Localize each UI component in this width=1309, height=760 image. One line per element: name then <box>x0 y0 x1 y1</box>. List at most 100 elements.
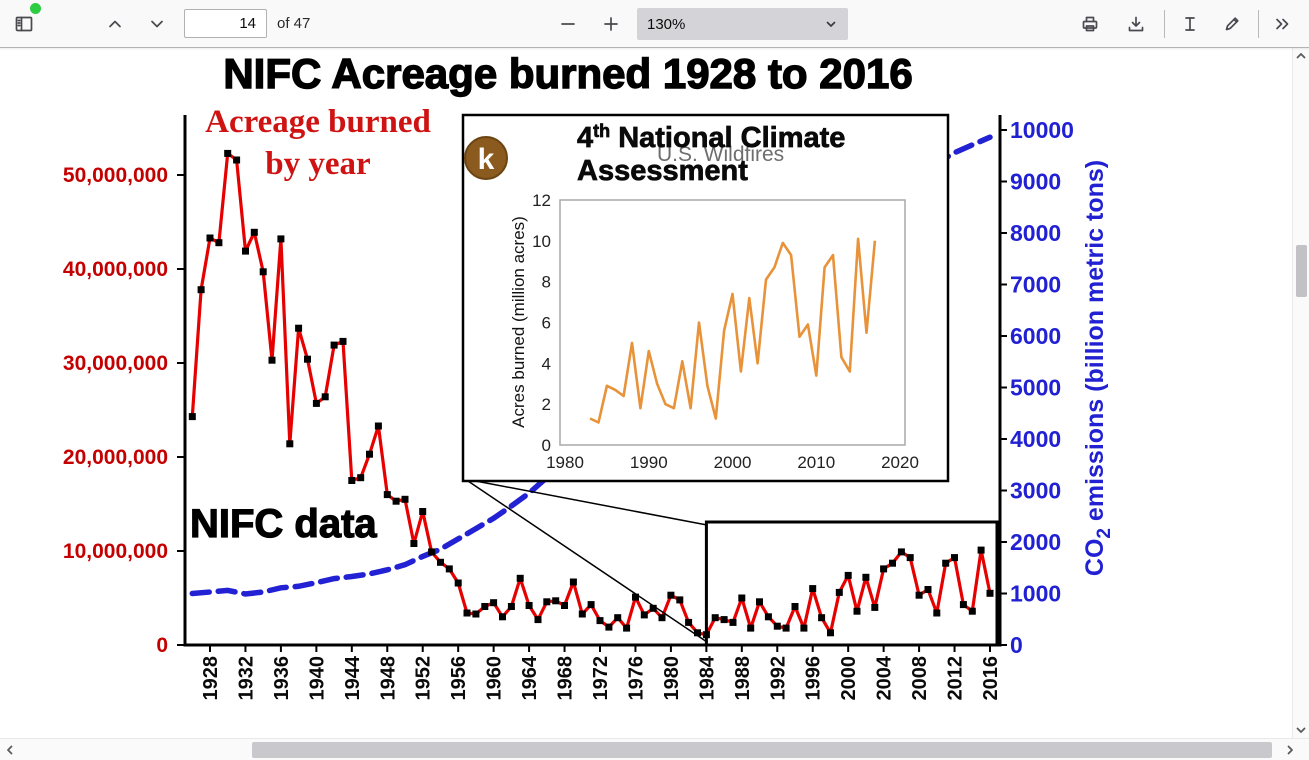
svg-text:CO2 emissions (billion metric: CO2 emissions (billion metric tons) <box>1081 160 1115 576</box>
svg-text:1976: 1976 <box>626 656 648 701</box>
svg-text:1980: 1980 <box>546 453 584 472</box>
svg-text:1932: 1932 <box>236 656 258 701</box>
svg-text:1968: 1968 <box>555 656 577 701</box>
svg-text:20,000,000: 20,000,000 <box>63 446 168 469</box>
double-chevron-right-icon <box>1276 18 1289 30</box>
axes: 50,000,000 40,000,000 30,000,000 20,000,000… <box>63 115 1115 701</box>
svg-text:1944: 1944 <box>342 655 364 700</box>
zoom-caret-icon <box>826 21 836 27</box>
svg-text:1952: 1952 <box>413 656 435 701</box>
svg-text:2012: 2012 <box>945 656 967 701</box>
svg-text:2: 2 <box>542 395 551 414</box>
svg-text:1956: 1956 <box>448 656 470 701</box>
toolbar-divider <box>1258 10 1259 38</box>
annotations: Acreage burned by year NIFC data <box>189 104 431 547</box>
svg-text:1992: 1992 <box>767 656 789 701</box>
svg-text:5000: 5000 <box>1010 375 1061 401</box>
svg-text:2000: 2000 <box>838 656 860 701</box>
next-page-button[interactable] <box>141 8 173 40</box>
svg-text:Acres burned (million acres): Acres burned (million acres) <box>509 216 528 428</box>
svg-text:10000: 10000 <box>1010 117 1074 143</box>
svg-text:2016: 2016 <box>980 656 1002 701</box>
scroll-right-arrow[interactable] <box>1284 744 1296 756</box>
svg-text:50,000,000: 50,000,000 <box>63 164 168 187</box>
page-count-label: of 47 <box>277 15 311 32</box>
chart-title: NIFC Acreage burned 1928 to 2016 <box>223 49 914 97</box>
scroll-down-arrow[interactable] <box>1295 724 1307 736</box>
callout-lines <box>464 478 708 643</box>
badge-k-icon <box>464 136 508 180</box>
svg-text:7000: 7000 <box>1010 272 1061 298</box>
svg-text:NIFC data: NIFC data <box>190 502 377 546</box>
svg-text:1936: 1936 <box>271 656 293 701</box>
svg-text:3000: 3000 <box>1010 478 1061 504</box>
vertical-scrollbar-thumb[interactable] <box>1296 245 1307 297</box>
svg-text:2008: 2008 <box>909 656 931 701</box>
pen-icon <box>1225 17 1239 31</box>
sidebar-toggle-icon <box>15 16 33 32</box>
svg-text:1984: 1984 <box>696 655 718 700</box>
chevron-up-icon <box>109 20 121 28</box>
plus-icon <box>604 17 618 31</box>
svg-text:12: 12 <box>532 191 551 210</box>
zoom-out-button[interactable] <box>552 8 584 40</box>
document-page: 50,000,000 40,000,000 30,000,000 20,000,000… <box>0 48 1292 738</box>
sidebar-toggle-button[interactable] <box>8 8 40 40</box>
svg-text:1928: 1928 <box>200 656 222 701</box>
svg-text:1988: 1988 <box>732 656 754 701</box>
svg-text:1980: 1980 <box>661 656 683 701</box>
svg-text:10,000,000: 10,000,000 <box>63 540 168 563</box>
svg-text:8000: 8000 <box>1010 220 1061 246</box>
svg-text:U.S. Wildfires: U.S. Wildfires <box>657 143 784 166</box>
zoom-level-select[interactable]: 130% <box>637 8 848 40</box>
recording-indicator-icon <box>30 3 41 14</box>
highlight-box <box>704 520 999 647</box>
svg-text:1972: 1972 <box>590 656 612 701</box>
vertical-scrollbar[interactable] <box>1292 48 1309 738</box>
svg-text:40,000,000: 40,000,000 <box>63 258 168 281</box>
svg-text:1960: 1960 <box>484 656 506 701</box>
page-number-input[interactable] <box>184 9 267 38</box>
svg-text:1990: 1990 <box>630 453 668 472</box>
scroll-up-arrow[interactable] <box>1295 50 1307 62</box>
previous-page-button[interactable] <box>99 8 131 40</box>
zoom-in-button[interactable] <box>595 8 627 40</box>
nifc-acreage-chart: 50,000,000 40,000,000 30,000,000 20,000,000… <box>63 49 1115 701</box>
svg-text:1948: 1948 <box>377 656 399 701</box>
svg-text:by year: by year <box>265 146 370 182</box>
svg-text:k: k <box>478 143 495 176</box>
svg-text:2010: 2010 <box>797 453 835 472</box>
text-tool-button[interactable] <box>1174 8 1206 40</box>
printer-icon <box>1082 16 1098 32</box>
horizontal-scrollbar[interactable] <box>0 738 1309 760</box>
svg-text:1000: 1000 <box>1010 581 1061 607</box>
svg-text:0: 0 <box>1010 632 1023 658</box>
download-icon <box>1128 16 1144 32</box>
acreage-series <box>188 149 994 639</box>
svg-text:2004: 2004 <box>874 655 896 700</box>
svg-text:2020: 2020 <box>881 453 919 472</box>
svg-text:1996: 1996 <box>803 656 825 701</box>
more-tools-button[interactable] <box>1266 8 1298 40</box>
minus-icon <box>561 23 575 25</box>
svg-text:10: 10 <box>532 232 551 251</box>
scroll-left-arrow[interactable] <box>4 744 16 756</box>
draw-tool-button[interactable] <box>1216 8 1248 40</box>
svg-text:6000: 6000 <box>1010 323 1061 349</box>
zoom-level-value: 130% <box>647 15 686 33</box>
svg-text:6: 6 <box>542 313 551 332</box>
svg-text:4th National Climate: 4th National Climate <box>577 121 845 154</box>
save-button[interactable] <box>1120 8 1152 40</box>
horizontal-scrollbar-thumb[interactable] <box>252 742 1272 758</box>
svg-text:1940: 1940 <box>306 656 328 701</box>
svg-text:8: 8 <box>542 273 551 292</box>
svg-text:Assessment: Assessment <box>577 155 748 187</box>
svg-text:9000: 9000 <box>1010 169 1061 195</box>
svg-text:Acreage burned: Acreage burned <box>205 104 431 140</box>
print-button[interactable] <box>1074 8 1106 40</box>
chevron-down-icon <box>151 20 163 28</box>
svg-text:0: 0 <box>542 436 551 455</box>
svg-text:2000: 2000 <box>1010 529 1061 555</box>
pdf-toolbar: of 47 130% <box>0 0 1309 48</box>
